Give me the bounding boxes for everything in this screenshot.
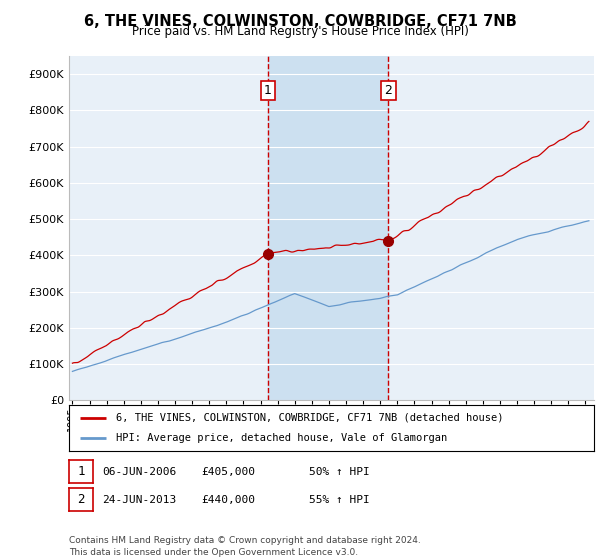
Text: 55% ↑ HPI: 55% ↑ HPI xyxy=(309,494,370,505)
Text: 1: 1 xyxy=(264,84,272,97)
Text: 2: 2 xyxy=(385,84,392,97)
Text: 06-JUN-2006: 06-JUN-2006 xyxy=(102,466,176,477)
Bar xyxy=(268,56,388,400)
Text: £440,000: £440,000 xyxy=(201,494,255,505)
Text: 24-JUN-2013: 24-JUN-2013 xyxy=(102,494,176,505)
Text: 6, THE VINES, COLWINSTON, COWBRIDGE, CF71 7NB (detached house): 6, THE VINES, COLWINSTON, COWBRIDGE, CF7… xyxy=(116,413,504,423)
Text: £405,000: £405,000 xyxy=(201,466,255,477)
Text: HPI: Average price, detached house, Vale of Glamorgan: HPI: Average price, detached house, Vale… xyxy=(116,433,448,443)
Text: Price paid vs. HM Land Registry's House Price Index (HPI): Price paid vs. HM Land Registry's House … xyxy=(131,25,469,38)
Text: 1: 1 xyxy=(77,465,85,478)
Text: 50% ↑ HPI: 50% ↑ HPI xyxy=(309,466,370,477)
Text: Contains HM Land Registry data © Crown copyright and database right 2024.
This d: Contains HM Land Registry data © Crown c… xyxy=(69,536,421,557)
Text: 2: 2 xyxy=(77,493,85,506)
Text: 6, THE VINES, COLWINSTON, COWBRIDGE, CF71 7NB: 6, THE VINES, COLWINSTON, COWBRIDGE, CF7… xyxy=(83,14,517,29)
